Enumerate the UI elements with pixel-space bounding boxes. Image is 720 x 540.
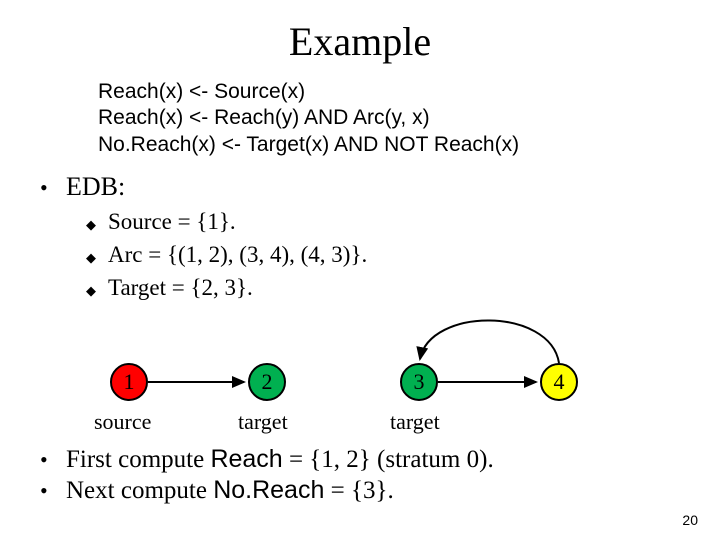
- edb-target-row: ◆ Target = {2, 3}.: [86, 272, 680, 303]
- graph-diagram: 1 source 2 target 3 target 4: [80, 309, 700, 439]
- conclusion-1a: First compute: [66, 446, 210, 473]
- conclusion-1-text: First compute Reach = {1, 2} (stratum 0)…: [66, 445, 494, 474]
- graph-node-1: 1: [110, 363, 148, 401]
- rules-block: Reach(x) <- Source(x) Reach(x) <- Reach(…: [98, 79, 680, 158]
- rule-line-2: Reach(x) <- Reach(y) AND Arc(y, x): [98, 105, 680, 131]
- edb-source-row: ◆ Source = {1}.: [86, 206, 680, 237]
- edb-arc-row: ◆ Arc = {(1, 2), (3, 4), (4, 3)}.: [86, 239, 680, 270]
- graph-node-4: 4: [540, 363, 578, 401]
- graph-node-2: 2: [248, 363, 286, 401]
- edb-target: Target = {2, 3}.: [108, 272, 253, 303]
- bullet-icon: •: [40, 447, 66, 473]
- conclusion-1c: = {1, 2} (stratum 0).: [283, 446, 494, 473]
- diamond-icon: ◆: [86, 282, 108, 300]
- graph-node-label-3: target: [390, 409, 440, 435]
- rule-line-1: Reach(x) <- Source(x): [98, 79, 680, 105]
- graph-node-label-1: source: [94, 409, 151, 435]
- conclusion-2: • Next compute No.Reach = {3}.: [40, 476, 680, 505]
- edb-source: Source = {1}.: [108, 206, 236, 237]
- conclusion-1b: Reach: [210, 445, 282, 473]
- graph-node-label-2: target: [238, 409, 288, 435]
- rule-line-3: No.Reach(x) <- Target(x) AND NOT Reach(x…: [98, 132, 680, 158]
- edb-heading-row: • EDB:: [40, 172, 680, 202]
- edb-arc: Arc = {(1, 2), (3, 4), (4, 3)}.: [108, 239, 367, 270]
- bullet-icon: •: [40, 478, 66, 504]
- conclusion-2a: Next compute: [66, 477, 213, 504]
- conclusion-2b: No.Reach: [213, 476, 324, 504]
- diamond-icon: ◆: [86, 216, 108, 234]
- slide: Example Reach(x) <- Source(x) Reach(x) <…: [0, 0, 720, 540]
- conclusion-2c: = {3}.: [324, 477, 393, 504]
- graph-node-3: 3: [400, 363, 438, 401]
- slide-title: Example: [40, 18, 680, 65]
- edb-heading: EDB:: [66, 172, 125, 202]
- conclusion-1: • First compute Reach = {1, 2} (stratum …: [40, 445, 680, 474]
- bullet-icon: •: [40, 175, 66, 201]
- diamond-icon: ◆: [86, 249, 108, 267]
- conclusion-2-text: Next compute No.Reach = {3}.: [66, 476, 394, 505]
- edb-list: ◆ Source = {1}. ◆ Arc = {(1, 2), (3, 4),…: [86, 206, 680, 303]
- page-number: 20: [682, 512, 698, 528]
